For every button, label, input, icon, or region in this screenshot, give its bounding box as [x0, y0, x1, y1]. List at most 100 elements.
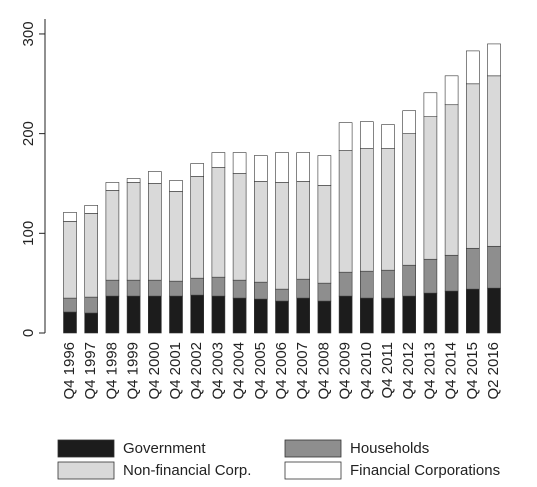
bar-segment: [211, 152, 226, 168]
x-tick-label: Q4 2007: [294, 342, 311, 400]
x-tick-label: Q4 2015: [464, 342, 481, 400]
bar-segment: [487, 75, 501, 247]
bar-segment: [487, 287, 501, 334]
legend-swatch: [284, 439, 342, 458]
x-tick-label: Q4 2003: [209, 342, 226, 400]
y-tick-label: 0: [20, 329, 37, 337]
bar-segment: [381, 124, 395, 149]
bar-segment: [84, 296, 98, 314]
bar-segment: [465, 288, 480, 334]
bar-segment: [190, 163, 204, 177]
bar-segment: [487, 43, 501, 77]
bar-segment: [84, 213, 98, 298]
bar-segment: [232, 297, 247, 334]
x-tick-label: Q4 1996: [61, 342, 78, 400]
bar-segment: [190, 176, 204, 279]
bar-segment: [126, 279, 141, 297]
x-tick-label: Q4 1997: [82, 342, 99, 400]
legend-swatch: [57, 461, 115, 480]
bar-segment: [105, 190, 120, 281]
bar-segment: [275, 182, 289, 290]
y-tick-label: 200: [20, 121, 37, 146]
bar-segment: [423, 258, 438, 294]
bar-segment: [63, 212, 77, 222]
x-tick-label: Q4 2005: [252, 342, 269, 400]
x-tick-label: Q4 2009: [337, 342, 354, 400]
bar-segment: [359, 270, 374, 299]
bar-segment: [359, 297, 374, 334]
bar-segment: [359, 148, 374, 272]
bar-segment: [105, 279, 120, 297]
bar-segment: [444, 290, 459, 334]
bar-segment: [381, 297, 395, 334]
bar-segment: [402, 110, 417, 134]
bar-segment: [275, 152, 289, 183]
bar-segment: [63, 221, 77, 299]
y-tick-label: 300: [20, 21, 37, 46]
bar-segment: [190, 294, 204, 334]
bar-segment: [63, 311, 77, 334]
bar-segment: [444, 104, 459, 256]
bar-segment: [465, 50, 480, 85]
bar-segment: [296, 297, 311, 334]
x-tick-label: Q4 2008: [315, 342, 332, 400]
bar-segment: [232, 279, 247, 299]
bar-segment: [63, 297, 77, 313]
bar-segment: [296, 278, 311, 299]
bar-segment: [232, 173, 247, 281]
bar-segment: [105, 295, 120, 334]
bar-segment: [423, 292, 438, 334]
bar-segment: [148, 295, 162, 334]
x-tick-label: Q4 1998: [103, 342, 120, 400]
bar-segment: [211, 167, 226, 278]
bar-segment: [402, 295, 417, 334]
bar-segment: [444, 254, 459, 292]
x-tick-label: Q4 2002: [188, 342, 205, 400]
bar-segment: [126, 178, 141, 183]
bar-segment: [148, 183, 162, 281]
bar-segment: [169, 180, 183, 192]
bar-segment: [169, 280, 183, 297]
bar-segment: [444, 75, 459, 106]
bar-segment: [359, 121, 374, 149]
bar-segment: [296, 181, 311, 280]
bar-segment: [317, 185, 332, 284]
bar-segment: [317, 282, 332, 302]
bar-segment: [211, 276, 226, 297]
bar-segment: [296, 152, 311, 182]
bar-segment: [169, 295, 183, 334]
bar-segment: [190, 277, 204, 296]
x-tick-label: Q4 2006: [273, 342, 290, 400]
bar-segment: [105, 182, 120, 191]
bar-segment: [402, 133, 417, 266]
bar-segment: [381, 148, 395, 271]
bar-segment: [338, 295, 353, 334]
bar-segment: [317, 300, 332, 334]
bar-segment: [465, 247, 480, 290]
bar-segment: [402, 264, 417, 297]
legend-label: Financial Corporations: [350, 462, 500, 479]
legend-swatch: [57, 439, 115, 458]
x-tick-label: Q2 2016: [485, 342, 502, 400]
legend-label: Government: [123, 440, 206, 457]
bar-segment: [275, 288, 289, 302]
bar-segment: [338, 271, 353, 297]
bar-segment: [126, 295, 141, 334]
bar-segment: [338, 122, 353, 151]
bar-segment: [254, 181, 268, 283]
x-tick-label: Q4 2004: [231, 342, 248, 400]
bar-segment: [254, 281, 268, 300]
bar-segment: [148, 171, 162, 184]
x-tick-label: Q4 2010: [358, 342, 375, 400]
x-tick-label: Q4 2013: [421, 342, 438, 400]
bar-segment: [275, 300, 289, 334]
bar-segment: [465, 83, 480, 249]
bar-segment: [381, 269, 395, 299]
legend-label: Households: [350, 440, 429, 457]
bar-segment: [423, 92, 438, 117]
bar-segment: [169, 191, 183, 282]
bar-segment: [84, 205, 98, 214]
x-tick-label: Q4 1999: [125, 342, 142, 400]
bar-segment: [338, 150, 353, 273]
